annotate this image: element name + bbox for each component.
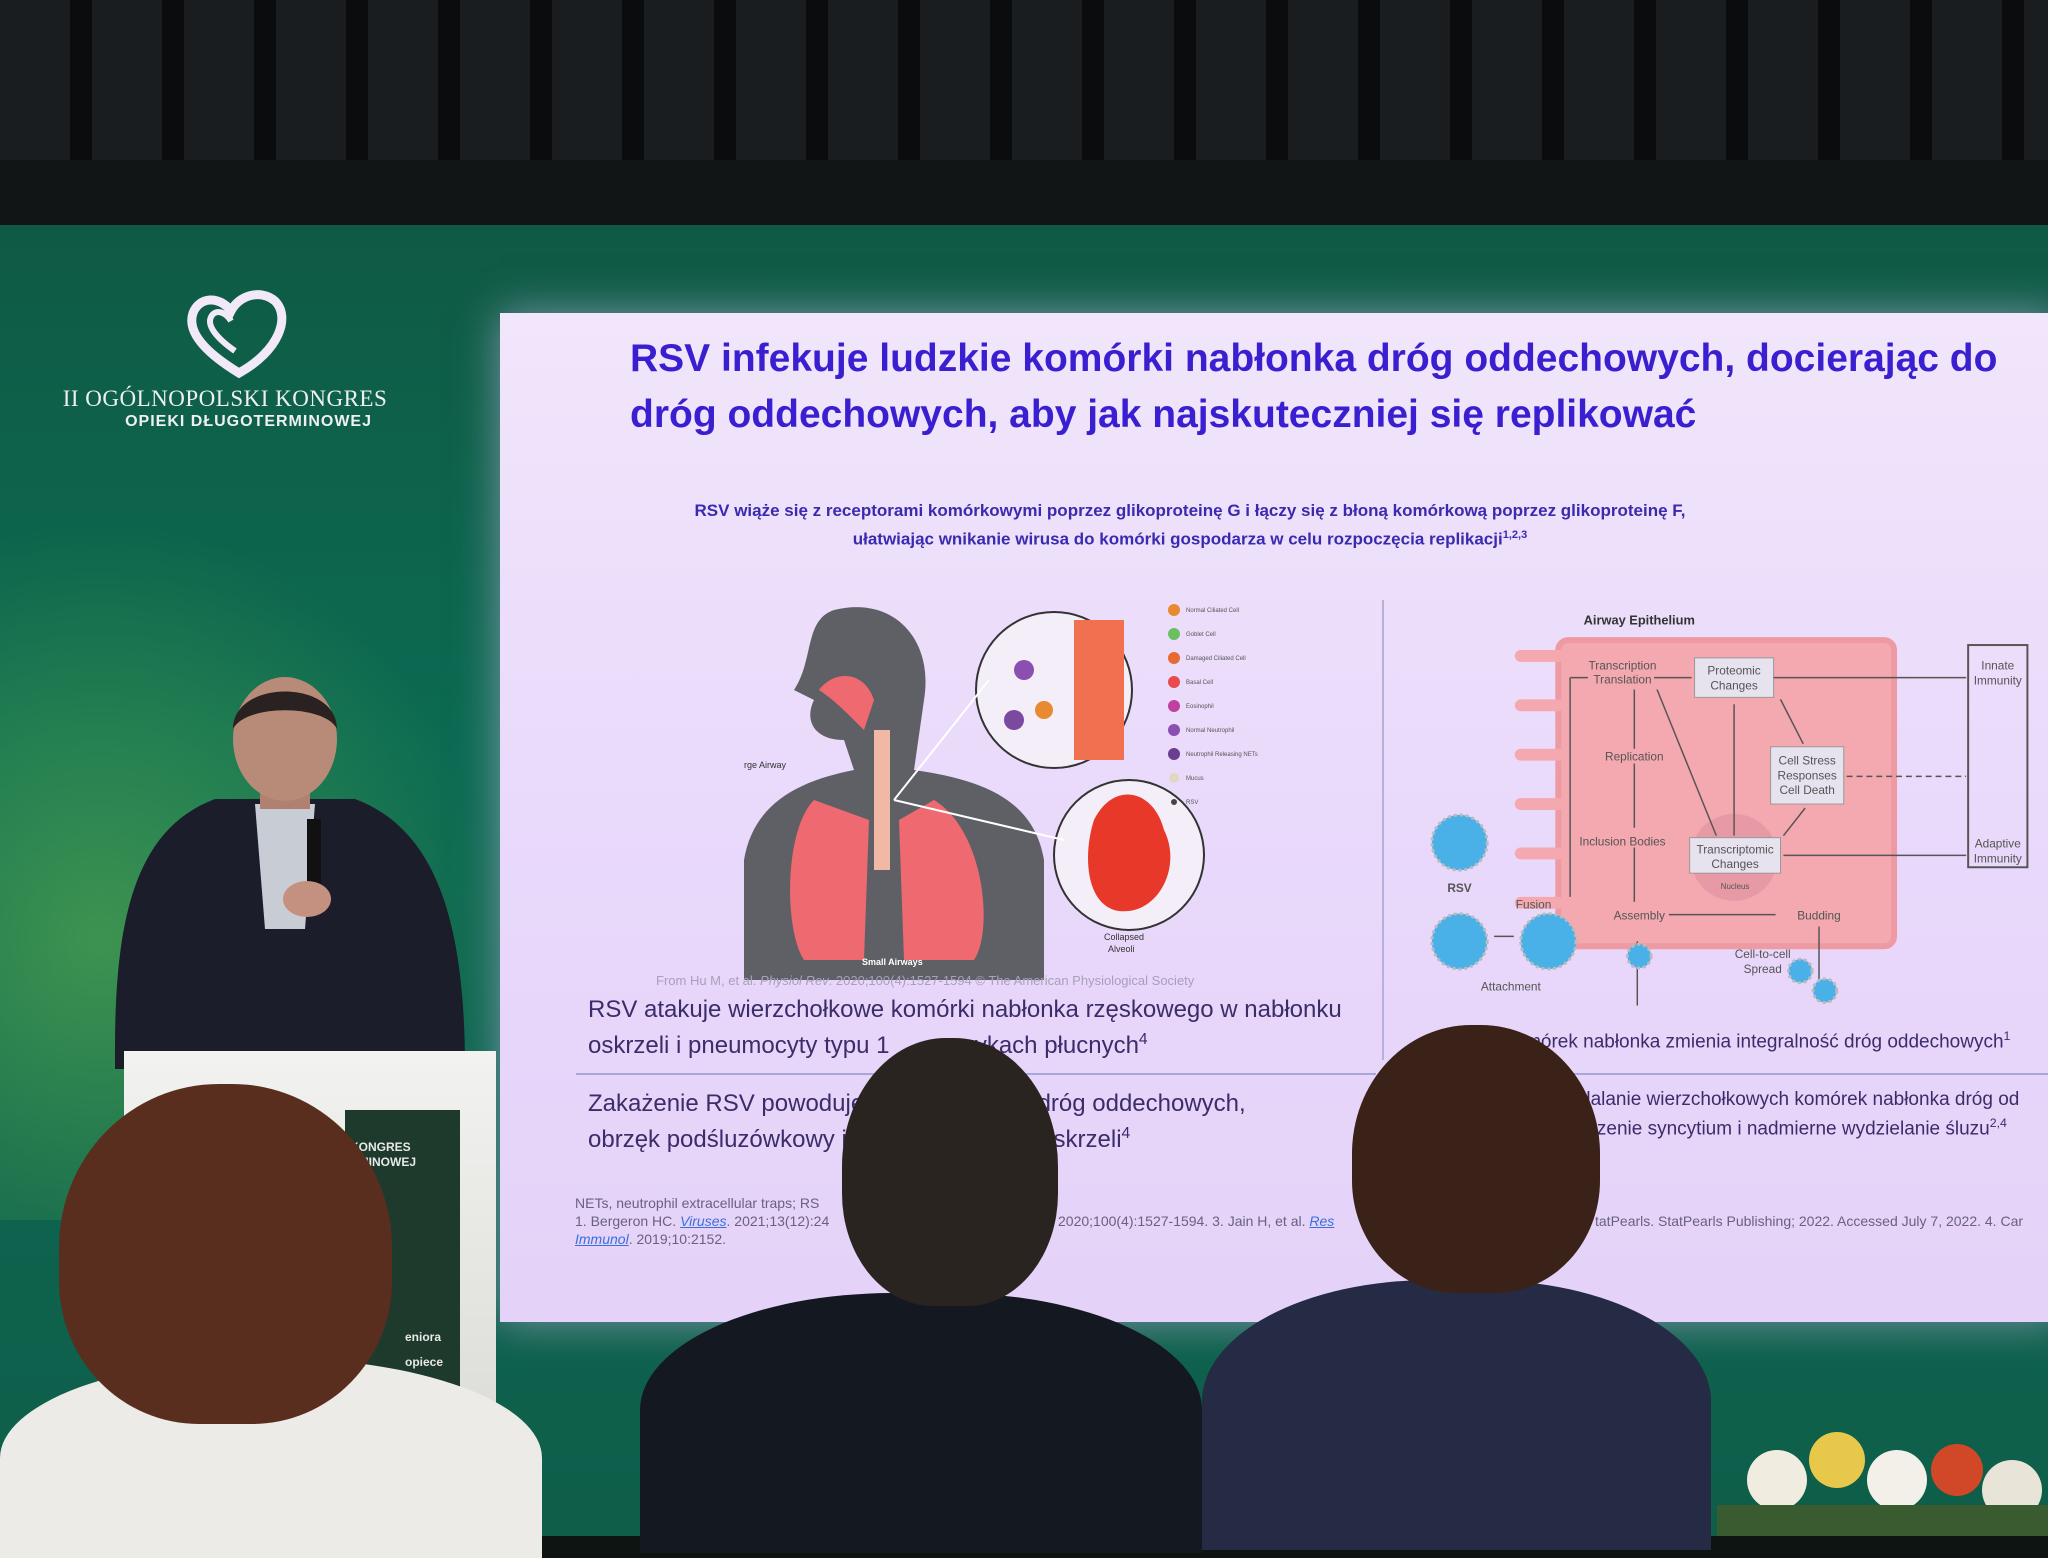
presentation-slide: RSV infekuje ludzkie komórki nabłonka dr… (500, 313, 2048, 1322)
bullet-right-1: komórek nabłonka zmienia integralność dr… (1505, 1029, 2011, 1053)
slide-subtitle-line2: ułatwiając wnikanie wirusa do komórki go… (852, 529, 1528, 549)
label-nucleus: Nucleus (1721, 882, 1750, 891)
audience-member-center-head (842, 1038, 1058, 1306)
slide-subtitle-line1: RSV wiąże się z receptorami komórkowymi … (694, 501, 1686, 520)
figure-credit: From Hu M, et al. Physiol Rev. 2020;100(… (656, 973, 1195, 988)
legend-item: Normal Neutrophil (1186, 728, 1234, 734)
references-line1: NETs, neutrophil extracellular traps; RS (575, 1195, 820, 1211)
legend-item: Damaged Ciliated Cell (1186, 656, 1246, 662)
label-attachment: Attachment (1481, 980, 1542, 994)
label-fusion: Fusion (1516, 898, 1552, 912)
label-large-airway: Large Airway (744, 760, 787, 770)
label-small-airways: Small Airways (862, 957, 923, 967)
legend-item: Basal Cell (1186, 680, 1213, 686)
speaker (115, 677, 465, 1069)
legend-item: Goblet Cell (1186, 632, 1216, 638)
references-line2c: tatPearls. StatPearls Publishing; 2022. … (1595, 1213, 2024, 1229)
label-innate: Innate (1981, 659, 2014, 673)
audience-member-center-body (640, 1293, 1202, 1553)
label-adaptive: Adaptive (1975, 837, 2022, 851)
logo-text-line2: OPIEKI DŁUGOTERMINOWEJ (125, 413, 372, 430)
audience-member-left-head (59, 1084, 392, 1424)
congress-logo (187, 290, 287, 379)
reference-link-immunol[interactable]: Immunol (575, 1231, 629, 1247)
label-adaptive-immunity: Immunity (1974, 851, 2022, 865)
label-transcriptomic-changes: Changes (1711, 857, 1758, 871)
logo-text-line1: II OGÓLNOPOLSKI KONGRES (62, 386, 388, 411)
bullet-divider-right (1500, 1073, 2048, 1075)
label-transcription: Transcription (1588, 659, 1656, 673)
label-cell-to-cell: Cell-to-cell (1735, 947, 1791, 961)
audience-member-right-body (1202, 1280, 1711, 1550)
label-alveoli: Alveoli (1108, 944, 1135, 954)
label-translation: Translation (1593, 673, 1651, 687)
ceiling-band (0, 160, 2048, 230)
audience-member-right-head (1352, 1025, 1600, 1293)
legend-item: RSV (1186, 800, 1198, 806)
references-line2a: 1. Bergeron HC. Viruses. 2021;13(12):24 (575, 1213, 830, 1229)
label-proteomic-changes: Changes (1710, 678, 1757, 692)
figure-legend: Normal Ciliated Cell Goblet Cell Damaged… (1168, 604, 1258, 806)
label-proteomic: Proteomic (1707, 664, 1760, 678)
label-replication: Replication (1605, 750, 1664, 764)
diagram-title: Airway Epithelium (1584, 612, 1695, 627)
label-assembly: Assembly (1614, 909, 1665, 923)
bullet-left-1-line1: RSV atakuje wierzchołkowe komórki nabłon… (588, 996, 1342, 1023)
bullet-left-1-line2: oskrzeli i pneumocyty typu 1 zykach płuc… (588, 1031, 1148, 1059)
slide-title-line1: RSV infekuje ludzkie komórki nabłonka dr… (630, 337, 1998, 380)
slide-title-line2: dróg oddechowych, aby jak najskuteczniej… (630, 393, 1697, 436)
column-divider (1382, 600, 1384, 1060)
flower-arrangement (1717, 1432, 2048, 1536)
label-rsv: RSV (1447, 881, 1471, 895)
legend-item: Neutrophil Releasing NETs (1186, 752, 1258, 758)
legend-item: Mucus (1186, 776, 1204, 782)
bullet-right-2-line2: orzenie syncytium i nadmierne wydzielani… (1580, 1116, 2007, 1140)
label-responses: Responses (1778, 768, 1837, 782)
label-spread: Spread (1744, 962, 1782, 976)
bullet-right-2-line1: dalanie wierzchołkowych komórek nabłonka… (1580, 1089, 2020, 1110)
airway-illustration: Large Airway Small Airways Collapsed Alv… (744, 604, 1258, 980)
label-transcriptomic: Transcriptomic (1696, 842, 1773, 856)
label-inclusion-bodies: Inclusion Bodies (1579, 835, 1665, 849)
label-collapsed: Collapsed (1104, 932, 1144, 942)
reference-link-viruses[interactable]: Viruses (680, 1213, 727, 1229)
podium-text: opiece (405, 1355, 444, 1369)
podium-text: KONGRES (350, 1140, 411, 1154)
label-cell-stress: Cell Stress (1779, 754, 1836, 768)
legend-item: Eosinophil (1186, 704, 1214, 710)
bullet-left-2-line1: Zakażenie RSV powoduje a dróg oddechowyc… (588, 1090, 1246, 1117)
label-budding: Budding (1797, 909, 1840, 923)
podium-text: eniora (405, 1330, 442, 1344)
reference-link-res[interactable]: Res (1309, 1213, 1335, 1229)
label-innate-immunity: Immunity (1974, 674, 2022, 688)
legend-item: Normal Ciliated Cell (1186, 608, 1239, 614)
rsv-replication-diagram: Airway Epithelium Transcription Translat… (1430, 612, 2029, 1006)
label-cell-death: Cell Death (1780, 783, 1835, 797)
references-line3: Immunol. 2019;10:2152. (575, 1231, 726, 1247)
references-line2b: 2020;100(4):1527-1594. 3. Jain H, et al.… (1058, 1213, 1335, 1229)
